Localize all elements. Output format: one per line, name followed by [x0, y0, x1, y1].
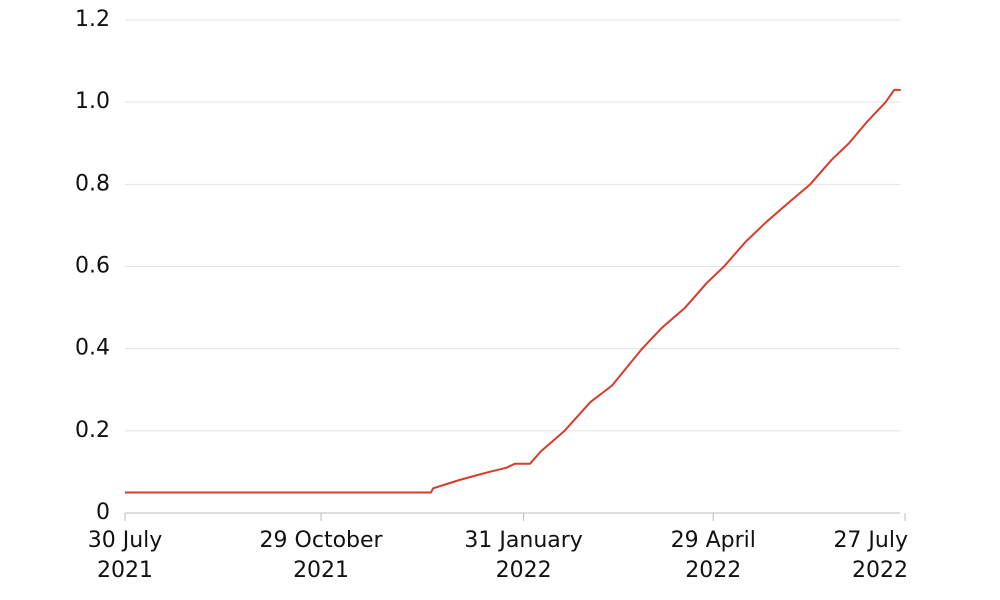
y-tick-label: 1.2 [75, 7, 110, 32]
y-tick-label: 0.2 [75, 418, 110, 443]
x-tick-label: 31 January 2022 [464, 528, 582, 583]
y-tick-label: 0.8 [75, 171, 110, 196]
x-tick-label-line: 2021 [293, 558, 349, 583]
y-tick-label: 0 [96, 500, 110, 525]
y-tick-label: 1.0 [75, 89, 110, 114]
x-tick-label: 29 April 2022 [671, 528, 756, 583]
x-tick-label-line: 27 July [833, 528, 908, 553]
x-tick-label: 30 July 2021 [88, 528, 163, 583]
x-tick-label: 27 July 2022 [833, 528, 908, 583]
x-tick-label-line: 2022 [496, 558, 552, 583]
y-tick-label: 0.4 [75, 336, 110, 361]
x-tick-label-line: 30 July [88, 528, 163, 553]
x-tick-label: 29 October 2021 [260, 528, 384, 583]
data-line [125, 88, 901, 494]
x-tick-label-line: 2022 [852, 558, 908, 583]
x-tick-label-line: 2022 [685, 558, 741, 583]
x-tick-label-line: 29 October [260, 528, 384, 553]
x-tick-label-line: 31 January [464, 528, 582, 553]
x-tick-label-line: 29 April [671, 528, 756, 553]
x-tick-label-line: 2021 [97, 558, 153, 583]
y-tick-label: 0.6 [75, 254, 110, 279]
